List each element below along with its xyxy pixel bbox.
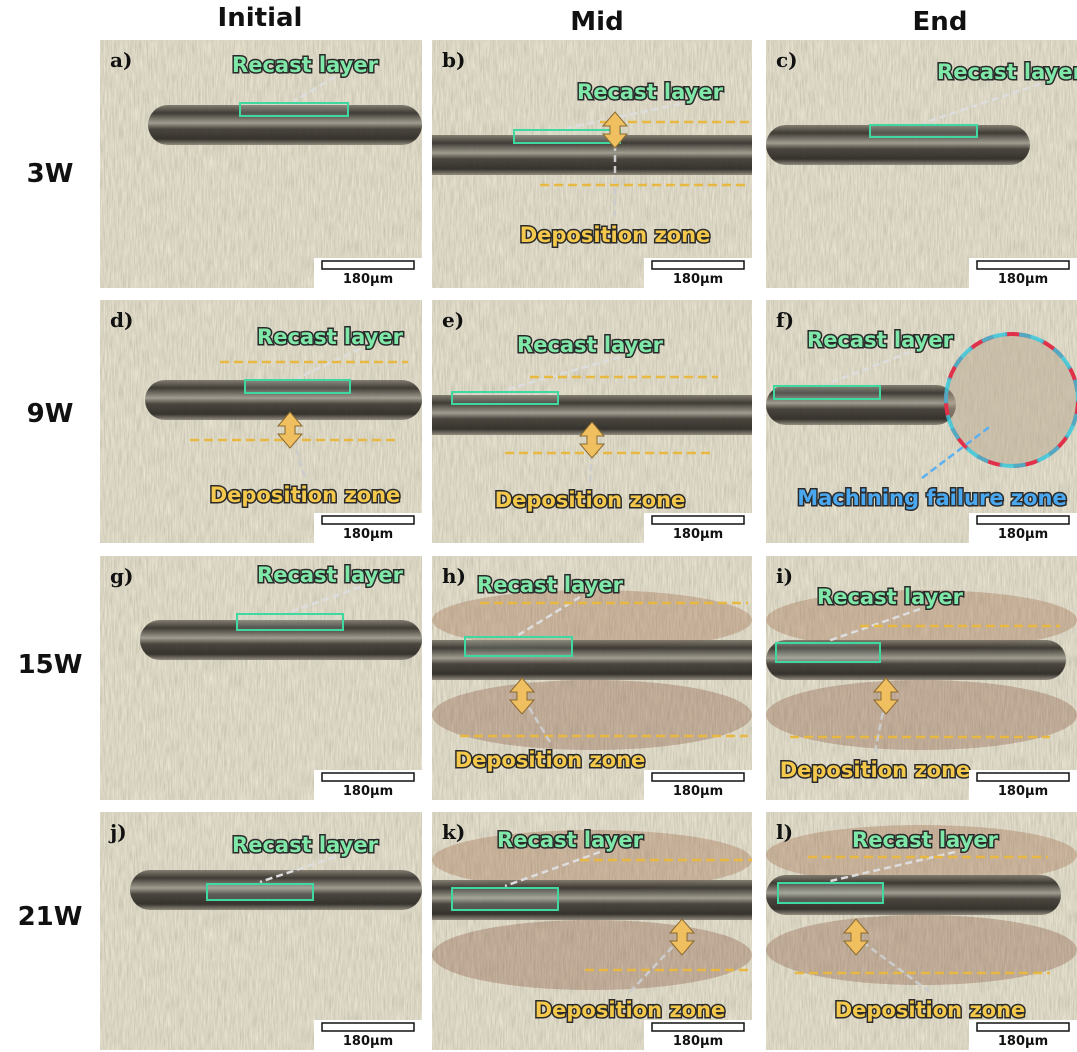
deposition-label: Deposition zone: [535, 998, 726, 1022]
deposition-label: Deposition zone: [520, 223, 711, 247]
scale-label: 180µm: [673, 272, 723, 287]
micrograph-panel: l) Recast layer Deposition zone 180µm: [766, 812, 1077, 1050]
scale-label: 180µm: [998, 784, 1048, 799]
micrograph-panel: b) Recast layer Deposition zone 180µm: [432, 40, 752, 288]
discoloration: [432, 680, 752, 750]
column-header: Initial: [218, 3, 303, 33]
column-header: Mid: [570, 7, 623, 37]
scale-label: 180µm: [673, 527, 723, 542]
scale-label: 180µm: [998, 1034, 1048, 1049]
panel-label: g): [110, 564, 133, 588]
micrograph-panel: f) Recast layer Machining failure zone 180µ…: [766, 300, 1077, 543]
recast-label: Recast layer: [477, 573, 624, 597]
failure-label: Machining failure zone: [797, 486, 1067, 510]
deposition-label: Deposition zone: [835, 998, 1026, 1022]
panel-label: a): [110, 48, 132, 72]
scale-bar: [652, 773, 744, 781]
column-header: End: [913, 7, 968, 37]
scale-label: 180µm: [343, 527, 393, 542]
deposition-label: Deposition zone: [780, 758, 971, 782]
panel-label: b): [442, 48, 465, 72]
micrograph-panel: h) Recast layer Deposition zone 180µm: [432, 556, 752, 800]
recast-label: Recast layer: [257, 563, 404, 587]
scale-label: 180µm: [998, 527, 1048, 542]
scale-bar: [977, 773, 1069, 781]
recast-box: [245, 380, 350, 393]
scale-bar: [652, 1023, 744, 1031]
scale-label: 180µm: [343, 1034, 393, 1049]
recast-label: Recast layer: [817, 585, 964, 609]
scale-bar: [652, 261, 744, 269]
micrograph: [100, 556, 422, 800]
recast-box: [207, 884, 313, 900]
recast-box: [452, 392, 558, 404]
row-label: 21W: [18, 902, 83, 932]
recast-label: Recast layer: [852, 828, 999, 852]
scale-bar: [977, 516, 1069, 524]
recast-label: Recast layer: [517, 333, 664, 357]
row-label: 15W: [18, 650, 83, 680]
recast-box: [776, 643, 880, 662]
row-label: 9W: [27, 399, 74, 429]
micrograph-panel: c) Recast layer 180µm: [766, 40, 1077, 288]
deposition-label: Deposition zone: [210, 483, 401, 507]
micrograph: [100, 40, 422, 288]
recast-label: Recast layer: [577, 80, 724, 104]
scale-bar: [977, 1023, 1069, 1031]
recast-box: [778, 883, 883, 903]
recast-box: [774, 386, 880, 399]
micrograph-panel: i) Recast layer Deposition zone 180µm: [766, 556, 1077, 800]
scale-bar: [322, 1023, 414, 1031]
micrograph-panel: k) Recast layer Deposition zone 180µm: [432, 812, 752, 1050]
discoloration: [766, 680, 1077, 750]
panel-label: c): [776, 48, 798, 72]
scale-label: 180µm: [998, 272, 1048, 287]
deposition-label: Deposition zone: [455, 748, 646, 772]
recast-box: [237, 614, 343, 630]
scale-bar: [322, 773, 414, 781]
recast-label: Recast layer: [937, 60, 1077, 84]
scale-label: 180µm: [343, 272, 393, 287]
scale-bar: [322, 261, 414, 269]
recast-box: [465, 637, 572, 656]
recast-box: [452, 888, 558, 910]
panel-label: j): [108, 820, 127, 844]
recast-box: [240, 103, 348, 116]
scale-label: 180µm: [673, 784, 723, 799]
panel-label: k): [442, 820, 465, 844]
recast-label: Recast layer: [257, 325, 404, 349]
panel-label: h): [442, 564, 466, 588]
discoloration: [432, 920, 752, 990]
scale-bar: [652, 516, 744, 524]
panel-label: e): [442, 308, 464, 332]
panel-label: i): [776, 564, 793, 588]
scale-label: 180µm: [673, 1034, 723, 1049]
recast-label: Recast layer: [807, 328, 954, 352]
recast-box: [514, 130, 620, 143]
micrograph-panel: g) Recast layer 180µm: [100, 556, 422, 800]
micrograph-panel: j) Recast layer 180µm: [100, 812, 422, 1050]
recast-label: Recast layer: [232, 833, 379, 857]
micrograph-panel: a) Recast layer 180µm: [100, 40, 422, 288]
micrograph-panel: d) Recast layer Deposition zone 180µm: [100, 300, 422, 543]
panel-label: l): [776, 820, 793, 844]
scale-bar: [322, 516, 414, 524]
recast-label: Recast layer: [232, 53, 379, 77]
deposition-label: Deposition zone: [495, 488, 686, 512]
scale-bar: [977, 261, 1069, 269]
panel-label: d): [110, 308, 133, 332]
recast-box: [870, 125, 977, 137]
micrograph-panel: e) Recast layer Deposition zone 180µm: [432, 300, 752, 543]
scale-label: 180µm: [343, 784, 393, 799]
recast-label: Recast layer: [497, 828, 644, 852]
panel-label: f): [776, 308, 794, 332]
discoloration: [766, 915, 1077, 985]
figure: Initial Mid End 3W a) Recast layer 180µm b) R…: [0, 0, 1077, 1052]
row-label: 3W: [27, 159, 74, 189]
